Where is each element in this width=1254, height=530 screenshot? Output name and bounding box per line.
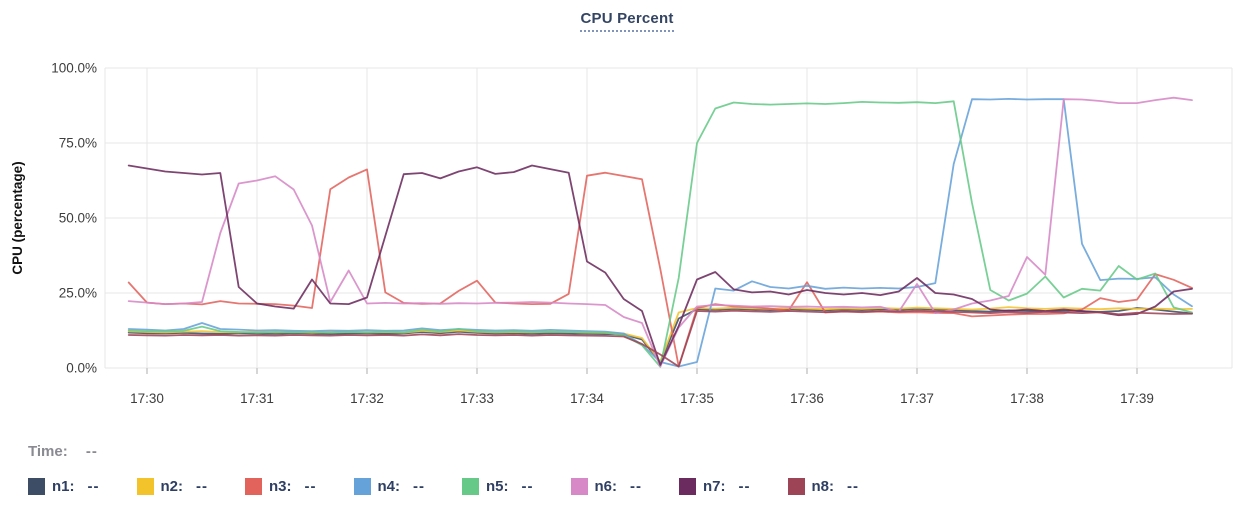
legend-label-n2: n2: [160, 478, 184, 495]
x-tick-label: 17:34 [570, 391, 604, 406]
time-readout: Time: -- [28, 443, 98, 460]
x-tick-label: 17:37 [900, 391, 934, 406]
series-line-n3 [127, 168, 1193, 368]
x-tick-label: 17:30 [130, 391, 164, 406]
legend-item-n4[interactable]: n4: -- [353, 478, 426, 495]
series-line-n5 [127, 100, 1193, 368]
legend-value-n1: -- [87, 478, 100, 495]
y-tick-label: 75.0% [59, 136, 97, 151]
cpu-percent-chart[interactable]: 0.0% 25.0% 50.0% 75.0% 100.0% 17:30 17:31 17:32… [0, 0, 1254, 418]
series-line-n7 [127, 164, 1193, 366]
legend-swatch-n5 [462, 478, 479, 495]
legend-item-n6[interactable]: n6: -- [570, 478, 643, 495]
legend-item-n2[interactable]: n2: -- [136, 478, 209, 495]
legend-value-n4: -- [413, 478, 425, 495]
legend-label-n6: n6: [594, 478, 618, 495]
legend-value-n5: -- [521, 478, 534, 495]
legend-swatch-n3 [245, 478, 262, 495]
x-tick-label: 17:32 [350, 391, 384, 406]
time-label: Time: [28, 443, 68, 460]
series-line-n6 [127, 96, 1193, 368]
legend-value-n8: -- [847, 478, 859, 495]
legend-value-n3: -- [304, 478, 317, 495]
time-value: -- [85, 443, 98, 460]
legend-label-n1: n1: [52, 478, 75, 495]
legend-item-n5[interactable]: n5: -- [462, 478, 534, 495]
x-tick-label: 17:35 [680, 391, 714, 406]
y-axis-title: CPU (percentage) [10, 161, 25, 274]
y-tick-label: 100.0% [51, 61, 97, 76]
y-tick-label: 0.0% [66, 361, 97, 376]
chart-title-row: CPU Percent [0, 10, 1254, 32]
y-tick-label: 50.0% [59, 211, 97, 226]
legend-swatch-n8 [787, 478, 805, 495]
legend-value-n6: -- [630, 478, 642, 495]
legend-item-n8[interactable]: n8: -- [787, 478, 860, 495]
chart-title[interactable]: CPU Percent [580, 10, 674, 32]
legend-label-n4: n4: [377, 478, 401, 495]
legend-item-n7[interactable]: n7: -- [679, 478, 751, 495]
legend-swatch-n7 [679, 478, 696, 495]
legend-swatch-n2 [136, 478, 154, 495]
legend-label-n8: n8: [811, 478, 835, 495]
legend-label-n7: n7: [703, 478, 726, 495]
x-tick-label: 17:31 [240, 391, 274, 406]
legend-label-n5: n5: [486, 478, 509, 495]
y-tick-label: 25.0% [59, 286, 97, 301]
legend: n1: -- n2: -- n3: -- n4: -- n5: -- n6: -- n7: -- n8: -- [28, 478, 1254, 495]
series-line-n4 [127, 98, 1193, 368]
x-tick-label: 17:36 [790, 391, 824, 406]
x-tick-label: 17:33 [460, 391, 494, 406]
legend-swatch-n4 [353, 478, 371, 495]
legend-swatch-n1 [28, 478, 45, 495]
x-tick-label: 17:38 [1010, 391, 1044, 406]
legend-value-n2: -- [196, 478, 208, 495]
x-tick-label: 17:39 [1120, 391, 1154, 406]
series-line-n8 [127, 309, 1193, 368]
legend-item-n3[interactable]: n3: -- [245, 478, 317, 495]
legend-label-n3: n3: [269, 478, 292, 495]
legend-swatch-n6 [570, 478, 588, 495]
legend-value-n7: -- [738, 478, 751, 495]
legend-item-n1[interactable]: n1: -- [28, 478, 100, 495]
